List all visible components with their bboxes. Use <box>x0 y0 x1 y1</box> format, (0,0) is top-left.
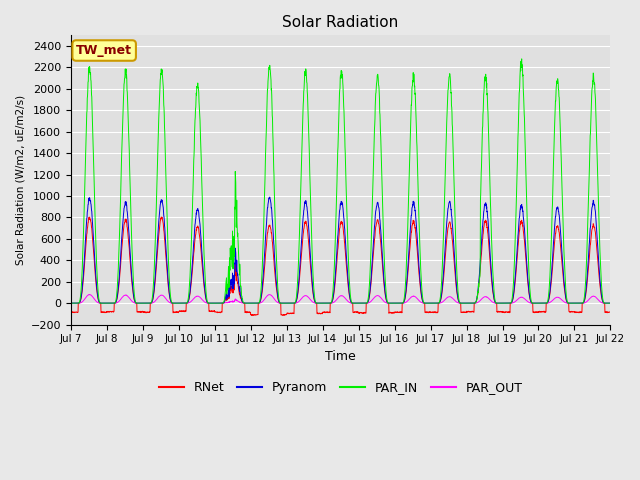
PAR_OUT <box>574 300 582 306</box>
PAR_OUT <box>356 300 364 306</box>
Line: PAR_OUT: PAR_OUT <box>71 295 611 303</box>
PAR_OUT <box>67 300 75 306</box>
PAR_IN <box>518 56 525 62</box>
Line: PAR_IN: PAR_IN <box>71 59 611 303</box>
RNet <box>574 309 582 315</box>
PAR_IN <box>607 300 614 306</box>
PAR_IN <box>218 300 225 306</box>
RNet <box>498 309 506 315</box>
PAR_IN <box>356 300 364 306</box>
PAR_IN <box>67 300 75 306</box>
Pyranom <box>607 300 614 306</box>
PAR_IN <box>559 216 567 222</box>
Pyranom <box>574 300 582 306</box>
X-axis label: Time: Time <box>325 350 356 363</box>
PAR_OUT <box>86 292 93 298</box>
RNet <box>559 275 567 281</box>
RNet <box>278 312 286 318</box>
RNet <box>67 309 75 315</box>
Pyranom <box>67 300 75 306</box>
PAR_OUT <box>607 300 614 306</box>
Text: TW_met: TW_met <box>76 44 132 57</box>
PAR_OUT <box>368 298 376 303</box>
RNet <box>218 309 225 315</box>
RNet <box>369 266 376 272</box>
Line: Pyranom: Pyranom <box>71 197 611 303</box>
Title: Solar Radiation: Solar Radiation <box>282 15 399 30</box>
Pyranom <box>559 264 567 270</box>
PAR_OUT <box>559 298 567 304</box>
Pyranom <box>266 194 273 200</box>
Y-axis label: Solar Radiation (W/m2, uE/m2/s): Solar Radiation (W/m2, uE/m2/s) <box>15 95 25 265</box>
RNet <box>157 214 165 220</box>
RNet <box>356 310 364 315</box>
Line: RNet: RNet <box>71 217 611 315</box>
Pyranom <box>498 300 506 306</box>
PAR_IN <box>574 300 582 306</box>
PAR_IN <box>497 300 505 306</box>
Pyranom <box>218 300 225 306</box>
PAR_OUT <box>218 300 225 306</box>
PAR_IN <box>368 224 376 230</box>
Legend: RNet, Pyranom, PAR_IN, PAR_OUT: RNet, Pyranom, PAR_IN, PAR_OUT <box>154 376 527 399</box>
Pyranom <box>368 264 376 269</box>
RNet <box>607 310 614 315</box>
PAR_OUT <box>498 300 506 306</box>
Pyranom <box>356 300 364 306</box>
